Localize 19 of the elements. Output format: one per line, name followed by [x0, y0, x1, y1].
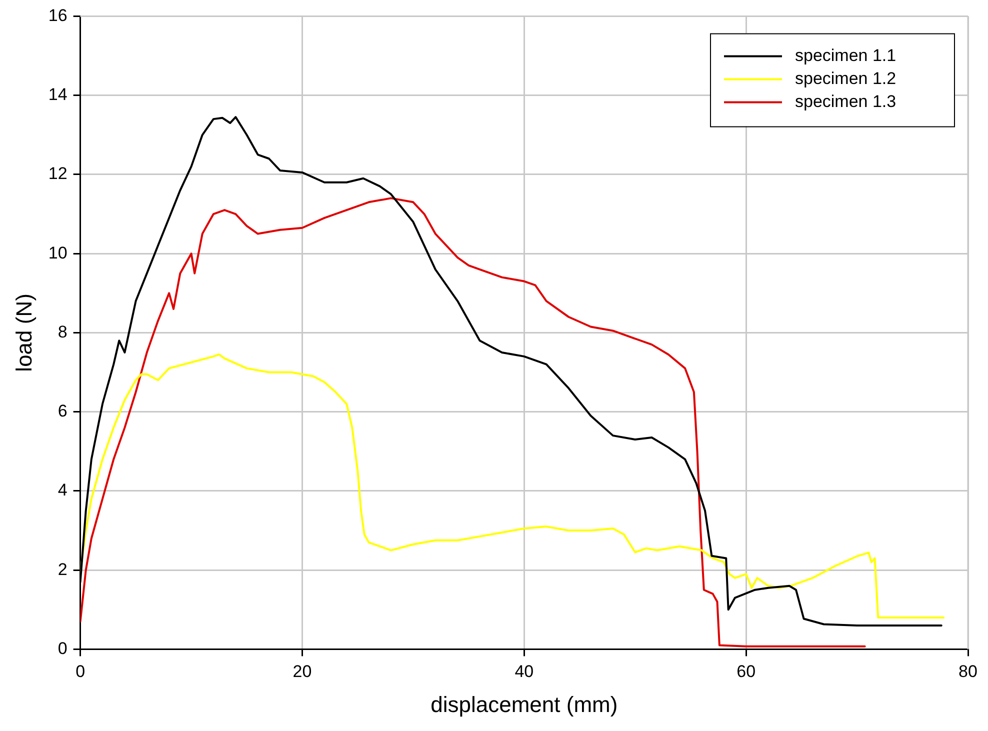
x-tick-label: 80: [958, 662, 978, 682]
legend-label: specimen 1.3: [795, 92, 896, 111]
y-tick-label: 4: [58, 480, 68, 500]
y-tick-label: 8: [58, 322, 68, 342]
y-tick-label: 10: [48, 243, 68, 262]
x-tick-label: 40: [514, 662, 534, 682]
y-tick-label: 12: [48, 164, 68, 184]
y-axis-title: load (N): [11, 294, 36, 372]
y-tick-label: 14: [48, 85, 68, 104]
legend-label: specimen 1.2: [795, 68, 896, 88]
y-tick-label: 2: [58, 560, 68, 579]
y-tick-label: 16: [48, 6, 68, 25]
x-axis-title: displacement (mm): [430, 692, 618, 717]
x-tick-label: 60: [736, 662, 756, 682]
x-tick-label: 0: [76, 662, 86, 682]
y-tick-label: 6: [58, 402, 68, 421]
x-tick-label: 20: [292, 662, 312, 682]
legend-label: specimen 1.1: [795, 46, 896, 65]
y-tick-label: 0: [58, 638, 68, 658]
